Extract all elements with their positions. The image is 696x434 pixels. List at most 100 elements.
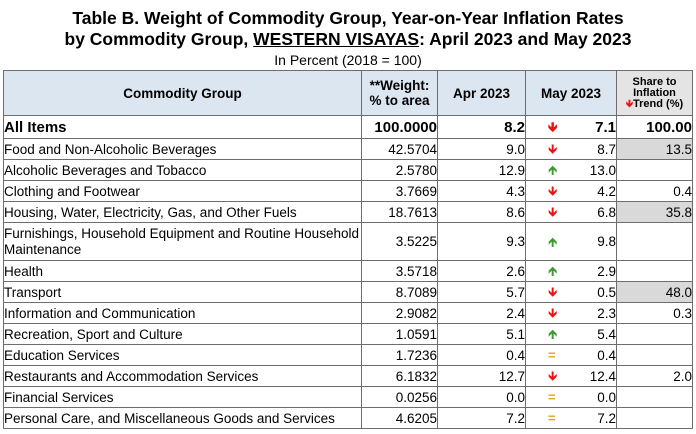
cell-weight: 2.9082 [361,302,438,324]
may-value: 6.8 [597,204,616,220]
cell-may-2023: 🡻 6.8 [525,201,617,223]
header-may-2023: May 2023 [525,70,617,116]
cell-may-2023: 🡻 2.3 [525,302,617,324]
table-row: Financial Services 0.0256 0.0 = 0.0 [3,386,693,408]
cell-apr-2023: 2.6 [437,260,526,282]
header-share-line-3: Trend (%) [633,97,684,110]
cell-apr-2023: 12.9 [437,159,526,181]
cell-apr-2023: 12.7 [437,365,526,387]
region-name: WESTERN VISAYAS [253,29,420,49]
table-row: Food and Non-Alcoholic Beverages 42.5704 9… [3,138,693,160]
cell-commodity-group: Furnishings, Household Equipment and Rou… [3,222,362,261]
cell-share-to-inflation [616,344,693,366]
table-row: Restaurants and Accommodation Services 6.… [3,365,693,387]
table-row: Information and Communication 2.9082 2.4 🡻 2… [3,302,693,324]
cell-apr-2023: 0.0 [437,386,526,408]
table-row: Housing, Water, Electricity, Gas, and Ot… [3,201,693,223]
arrow-down-icon: 🡻 [548,204,558,220]
cell-weight: 6.1832 [361,365,438,387]
cell-commodity-group: Alcoholic Beverages and Tobacco [3,159,362,181]
cell-commodity-group: Health [3,260,362,282]
may-value: 7.2 [597,410,616,426]
cell-share-to-inflation: 0.3 [616,302,693,324]
equal-sign-icon: = [548,410,556,426]
may-value: 7.1 [595,118,616,136]
cell-apr-2023: 0.4 [437,344,526,366]
may-value: 5.4 [597,326,616,342]
cell-commodity-group: Personal Care, and Miscellaneous Goods a… [3,407,362,429]
cell-share-to-inflation [616,386,693,408]
arrow-down-icon: 🡻 [548,368,558,384]
table-row: Education Services 1.7236 0.4 = 0.4 [3,344,693,366]
cell-commodity-group: Clothing and Footwear [3,180,362,202]
may-value: 0.0 [597,389,616,405]
header-weight-line-1: **Weight: [369,78,430,93]
cell-weight: 0.0256 [361,386,438,408]
table-title-line-2: by Commodity Group, WESTERN VISAYAS: Apr… [0,29,696,50]
cell-apr-2023: 2.4 [437,302,526,324]
cell-share-to-inflation [616,159,693,181]
cell-weight: 18.7613 [361,201,438,223]
cell-apr-2023: 4.3 [437,180,526,202]
equal-sign-icon: = [548,389,556,405]
header-commodity-group: Commodity Group [3,70,362,116]
cell-apr-2023: 9.0 [437,138,526,160]
cell-commodity-group: Information and Communication [3,302,362,324]
cell-share-to-inflation [616,222,693,261]
cell-apr-2023: 5.1 [437,323,526,345]
table-row: Transport 8.7089 5.7 🡻 0.5 48.0 [3,281,693,303]
table-row: Furnishings, Household Equipment and Rou… [3,222,693,261]
cell-may-2023: = 0.0 [525,386,617,408]
cell-weight: 3.5225 [361,222,438,261]
may-value: 2.9 [597,263,616,279]
may-value: 2.3 [597,305,616,321]
table-title-line-1: Table B. Weight of Commodity Group, Year… [72,8,624,28]
cell-weight: 1.7236 [361,344,438,366]
arrow-down-icon: 🡻 [625,98,634,110]
header-share-line-1: Share to [632,75,677,88]
cell-may-2023: 🡻 7.1 [525,115,617,139]
header-weight-line-2: % to area [369,93,430,108]
cell-apr-2023: 9.3 [437,222,526,261]
cell-commodity-group: Restaurants and Accommodation Services [3,365,362,387]
header-apr-2023: Apr 2023 [437,70,526,116]
cell-commodity-group: Housing, Water, Electricity, Gas, and Ot… [3,201,362,223]
cell-share-to-inflation: 2.0 [616,365,693,387]
cell-share-to-inflation [616,407,693,429]
cell-share-to-inflation [616,323,693,345]
header-share-line-2: Inflation [633,86,676,99]
may-value: 9.8 [597,234,616,249]
cell-share-to-inflation: 13.5 [616,138,693,160]
arrow-down-icon: 🡻 [548,284,558,300]
cell-weight: 8.7089 [361,281,438,303]
title-prefix: by Commodity Group, [64,29,254,49]
cell-may-2023: 🡹 5.4 [525,323,617,345]
cell-weight: 1.0591 [361,323,438,345]
header-share-to-inflation: Share to Inflation 🡻Trend (%) [616,70,693,116]
table-row: Clothing and Footwear 3.7669 4.3 🡻 4.2 0.4 [3,180,693,202]
cell-weight: 3.7669 [361,180,438,202]
cell-share-to-inflation: 100.00 [616,115,693,139]
cell-may-2023: 🡹 2.9 [525,260,617,282]
arrow-up-icon: 🡹 [548,234,558,249]
cell-weight: 3.5718 [361,260,438,282]
cell-share-to-inflation: 48.0 [616,281,693,303]
cell-commodity-group: All Items [3,115,362,139]
cell-share-to-inflation: 35.8 [616,201,693,223]
cell-may-2023: 🡻 4.2 [525,180,617,202]
cell-may-2023: 🡻 8.7 [525,138,617,160]
may-value: 0.5 [597,284,616,300]
arrow-down-icon: 🡻 [548,119,558,135]
arrow-down-icon: 🡻 [548,305,558,321]
equal-sign-icon: = [548,347,556,363]
may-value: 0.4 [597,347,616,363]
cell-apr-2023: 5.7 [437,281,526,303]
table-row: Recreation, Sport and Culture 1.0591 5.1 🡹 5… [3,323,693,345]
cell-may-2023: = 7.2 [525,407,617,429]
cell-may-2023: 🡻 12.4 [525,365,617,387]
cell-commodity-group: Financial Services [3,386,362,408]
header-weight: **Weight:% to area [361,70,438,116]
title-suffix: : April 2023 and May 2023 [419,29,632,49]
cell-may-2023: 🡹 13.0 [525,159,617,181]
